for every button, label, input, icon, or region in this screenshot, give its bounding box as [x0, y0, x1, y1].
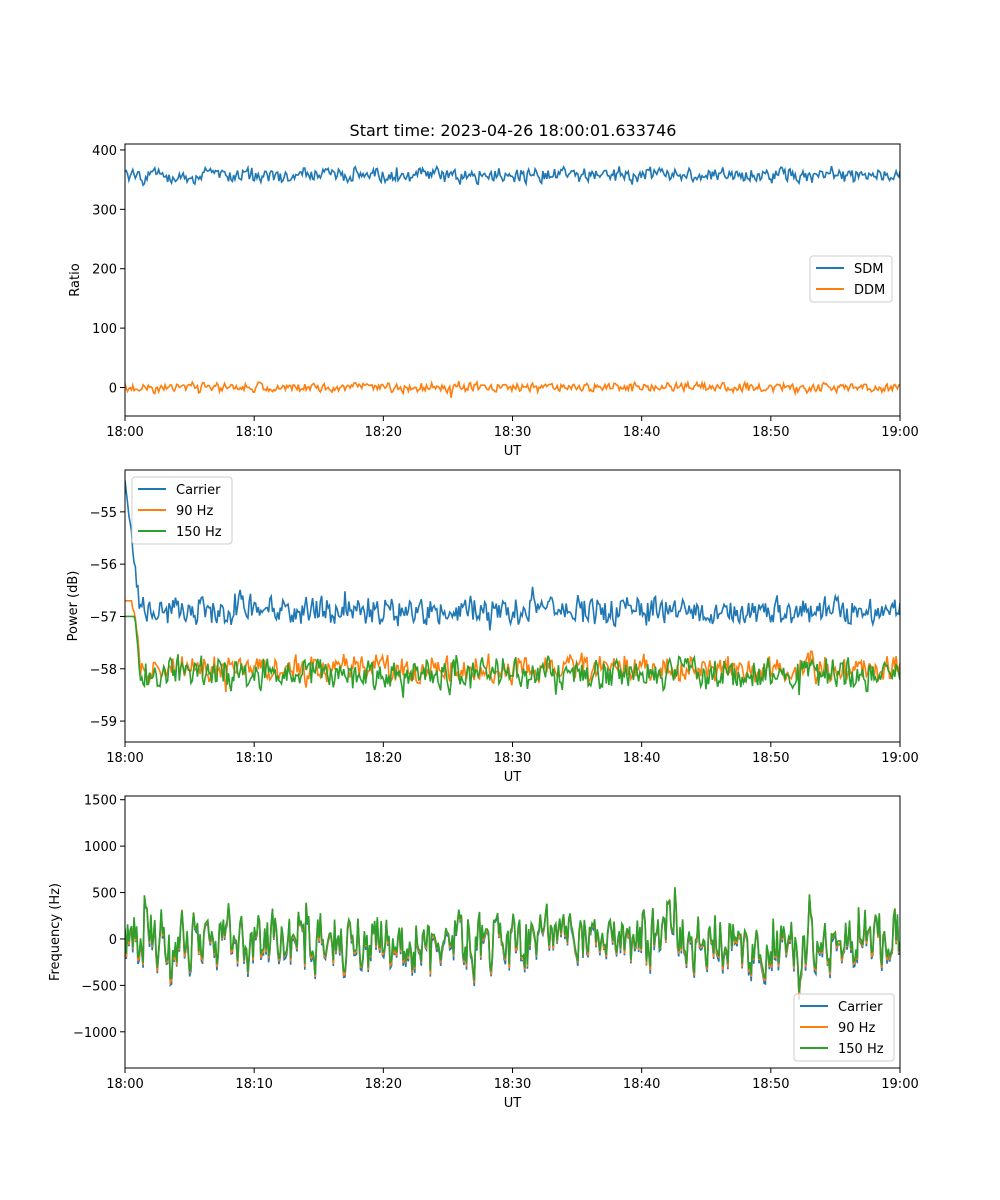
power-panel: 18:00 18:10 18:20 18:30 18:40 18:50 19:00 −55 −5… — [66, 469, 919, 785]
x-tick-label: 18:00 — [106, 425, 143, 440]
power-plot-frame — [124, 469, 901, 743]
power-axes: 18:00 18:10 18:20 18:30 18:40 18:50 19:00 −55 −5… — [90, 506, 919, 766]
frequency-panel: 18:00 18:10 18:20 18:30 18:40 18:50 19:00 1500 1… — [48, 794, 919, 1111]
legend-entry: DDM — [854, 283, 885, 298]
legend-entry: 150 Hz — [176, 525, 222, 540]
x-tick-label: 18:40 — [623, 751, 660, 766]
x-tick-label: 18:20 — [365, 751, 402, 766]
x-tick-label: 18:10 — [235, 751, 272, 766]
series-line-carrier — [125, 889, 900, 1000]
ratio-x-axis-label: UT — [504, 444, 522, 459]
ratio-panel: 18:00 18:10 18:20 18:30 18:40 18:50 19:00 0 100 2… — [68, 143, 919, 459]
legend-entry: Carrier — [176, 483, 221, 498]
x-tick-label: 18:30 — [494, 751, 531, 766]
y-tick-label: 0 — [109, 933, 117, 948]
figure-title: Start time: 2023-04-26 18:00:01.633746 — [350, 121, 677, 140]
frequency-series — [125, 887, 900, 1000]
frequency-x-axis-label: UT — [504, 1096, 522, 1111]
x-tick-label: 18:00 — [106, 751, 143, 766]
x-tick-label: 18:50 — [752, 1077, 789, 1092]
y-tick-label: −500 — [81, 979, 117, 994]
x-tick-label: 19:00 — [881, 751, 918, 766]
power-x-axis-label: UT — [504, 770, 522, 785]
x-tick-label: 18:50 — [752, 751, 789, 766]
ratio-axes: 18:00 18:10 18:20 18:30 18:40 18:50 19:00 0 100 2… — [92, 144, 919, 440]
y-tick-label: 100 — [92, 322, 117, 337]
y-tick-label: 500 — [92, 887, 117, 902]
x-tick-label: 18:50 — [752, 425, 789, 440]
legend-entry: 90 Hz — [176, 504, 213, 519]
ratio-series — [125, 164, 900, 398]
legend-entry: Carrier — [838, 1000, 883, 1015]
series-line-ddm — [125, 379, 900, 398]
x-tick-label: 18:40 — [623, 1077, 660, 1092]
legend-box — [793, 993, 895, 1062]
series-line-150-hz — [125, 887, 900, 993]
legend-entry: SDM — [854, 262, 883, 277]
legend-box — [131, 476, 233, 545]
x-tick-label: 18:30 — [494, 425, 531, 440]
power-legend: Carrier 90 Hz 150 Hz — [131, 476, 233, 545]
legend-entry: 90 Hz — [838, 1021, 875, 1036]
y-tick-label: 400 — [92, 144, 117, 159]
x-tick-label: 18:20 — [365, 425, 402, 440]
series-line-90-hz — [125, 599, 900, 693]
y-tick-label: −56 — [90, 558, 117, 573]
series-line-carrier — [125, 480, 900, 631]
y-tick-label: −55 — [90, 506, 117, 521]
ratio-legend: SDM DDM — [809, 255, 893, 303]
series-line-sdm — [125, 164, 900, 187]
power-series — [125, 480, 900, 698]
y-tick-label: −1000 — [73, 1026, 117, 1041]
ratio-y-axis-label: Ratio — [68, 263, 83, 296]
x-tick-label: 18:30 — [494, 1077, 531, 1092]
y-tick-label: −57 — [90, 610, 117, 625]
frequency-plot-frame — [124, 795, 901, 1069]
y-tick-label: 0 — [109, 381, 117, 396]
frequency-legend: Carrier 90 Hz 150 Hz — [793, 993, 895, 1062]
series-line-150-hz — [125, 615, 900, 698]
y-tick-label: 1000 — [84, 840, 117, 855]
x-tick-label: 19:00 — [881, 425, 918, 440]
frequency-axes: 18:00 18:10 18:20 18:30 18:40 18:50 19:00 1500 1… — [73, 794, 919, 1092]
x-tick-label: 18:20 — [365, 1077, 402, 1092]
y-tick-label: −59 — [90, 715, 117, 730]
ratio-plot-frame — [124, 143, 901, 417]
y-tick-label: −58 — [90, 663, 117, 678]
x-tick-label: 18:00 — [106, 1077, 143, 1092]
x-tick-label: 19:00 — [881, 1077, 918, 1092]
x-tick-label: 18:40 — [623, 425, 660, 440]
y-tick-label: 300 — [92, 203, 117, 218]
frequency-y-axis-label: Frequency (Hz) — [48, 883, 63, 981]
power-y-axis-label: Power (dB) — [66, 571, 81, 642]
y-tick-label: 200 — [92, 263, 117, 278]
legend-entry: 150 Hz — [838, 1042, 884, 1057]
series-line-90-hz — [125, 887, 900, 997]
y-tick-label: 1500 — [84, 794, 117, 809]
x-tick-label: 18:10 — [235, 425, 272, 440]
x-tick-label: 18:10 — [235, 1077, 272, 1092]
